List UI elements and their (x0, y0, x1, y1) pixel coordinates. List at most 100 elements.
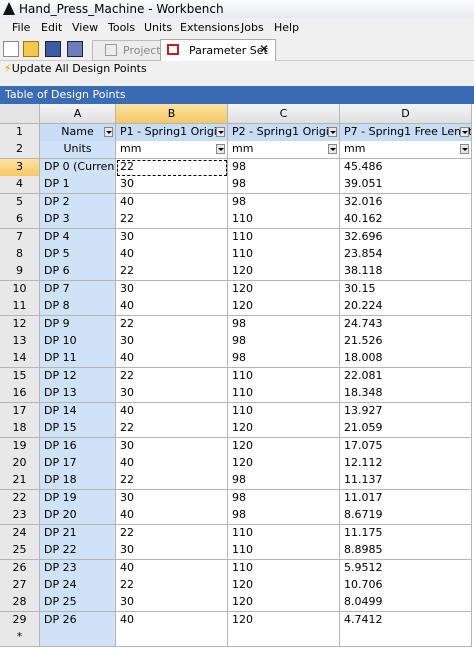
table-cell: DP 3 (40, 211, 116, 230)
table-cell: 120 (228, 576, 340, 595)
table-cell: 40 (116, 559, 228, 578)
table-cell: DP 17 (40, 454, 116, 473)
title-bar: Hand_Press_Machine - Workbench (0, 0, 474, 18)
row-number: 7 (0, 228, 40, 247)
table-cell: DP 13 (40, 385, 116, 404)
table-cell: 32.696 (340, 228, 472, 247)
row-number: 15 (0, 367, 40, 386)
table-cell: 40.162 (340, 211, 472, 230)
table-cell: 22 (116, 524, 228, 543)
table-cell: 120 (228, 437, 340, 456)
table-cell: 110 (228, 559, 340, 578)
table-cell: 40 (116, 350, 228, 369)
table-cell: 22 (116, 576, 228, 595)
parameter-icon (167, 44, 179, 55)
table-title: Table of Design Points (5, 88, 126, 101)
menu-item[interactable]: Tools (108, 21, 136, 34)
table-cell: 20.224 (340, 298, 472, 317)
menu-item[interactable]: File (12, 21, 31, 34)
table-cell: 110 (228, 245, 340, 264)
table-cell: 40 (116, 193, 228, 212)
table-cell: 11.017 (340, 489, 472, 508)
table-cell: 40 (116, 454, 228, 473)
table-cell: 120 (228, 263, 340, 282)
parameter-set-tab[interactable]: Parameter Set ✕ (160, 39, 276, 61)
new-icon[interactable] (3, 41, 19, 57)
menu-item[interactable]: Help (274, 21, 300, 34)
menu-item[interactable]: View (72, 21, 99, 34)
table-cell: 120 (228, 594, 340, 613)
table-cell: DP 8 (40, 298, 116, 317)
row-number: 19 (0, 437, 40, 456)
table-cell: 32.016 (340, 193, 472, 212)
table-cell: 30 (116, 228, 228, 247)
dropdown-button[interactable] (216, 144, 225, 155)
table-cell: 120 (228, 420, 340, 439)
table-cell: 30 (116, 489, 228, 508)
table-cell: 110 (228, 367, 340, 386)
row-number: 29 (0, 611, 40, 630)
menu-item[interactable]: Edit (41, 21, 63, 34)
table-cell: 30 (116, 385, 228, 404)
row-number: 14 (0, 350, 40, 369)
menu-item[interactable]: Extensions (180, 21, 240, 34)
table-cell: DP 20 (40, 507, 116, 526)
table-cell: 110 (228, 228, 340, 247)
dropdown-button[interactable] (216, 127, 225, 137)
menu-item[interactable]: Units (144, 21, 173, 34)
menu-item[interactable]: Jobs (241, 21, 264, 34)
row-number: 17 (0, 402, 40, 421)
table-cell: 110 (228, 402, 340, 421)
dropdown-button[interactable] (104, 127, 113, 137)
table-cell: 120 (228, 611, 340, 630)
table-cell: 8.8985 (340, 542, 472, 561)
save-icon[interactable] (45, 41, 61, 57)
table-cell: mm (228, 141, 340, 160)
table-cell: 11.175 (340, 524, 472, 543)
table-cell: mm (116, 141, 228, 160)
row-number: 5 (0, 193, 40, 212)
table-cell: mm (340, 141, 472, 160)
tab-label: Project (123, 44, 161, 57)
table-cell: DP 15 (40, 420, 116, 439)
table-cell: 8.6719 (340, 507, 472, 526)
header-cell: Name (40, 124, 116, 143)
table-cell (228, 629, 340, 647)
table-cell: DP 23 (40, 559, 116, 578)
table-cell: DP 19 (40, 489, 116, 508)
dropdown-button[interactable] (328, 127, 337, 137)
table-cell: 110 (228, 385, 340, 404)
table-cell: 13.927 (340, 402, 472, 421)
table-cell: 18.008 (340, 350, 472, 369)
table-cell: DP 6 (40, 263, 116, 282)
dropdown-button[interactable] (460, 127, 469, 137)
table-cell: DP 21 (40, 524, 116, 543)
app-icon (3, 2, 15, 15)
row-number: 4 (0, 176, 40, 195)
row-number: 11 (0, 298, 40, 317)
table-cell: 18.348 (340, 385, 472, 404)
table-cell: 24.743 (340, 315, 472, 334)
open-icon[interactable] (23, 41, 39, 57)
table-cell: 98 (228, 333, 340, 352)
row-number: 16 (0, 385, 40, 404)
menu-bar: File Edit View Tools Units Extensions Jobs Help (0, 19, 474, 37)
table-cell: 110 (228, 524, 340, 543)
table-cell: 40 (116, 402, 228, 421)
close-tab[interactable]: ✕ (259, 42, 270, 56)
table-cell: DP 5 (40, 245, 116, 264)
table-cell: 45.486 (340, 158, 472, 177)
save-as-icon[interactable] (67, 41, 83, 57)
row-number: 10 (0, 280, 40, 299)
dropdown-button[interactable] (460, 144, 469, 155)
table-cell: DP 14 (40, 402, 116, 421)
table-cell: 22 (116, 263, 228, 282)
project-tab[interactable]: Project (92, 40, 161, 61)
table-cell: 39.051 (340, 176, 472, 195)
table-cell (40, 629, 116, 647)
dropdown-button[interactable] (328, 144, 337, 155)
row-number: 8 (0, 245, 40, 264)
tab-bar: Project Parameter Set ✕ (0, 38, 474, 61)
update-all-button[interactable]: ⚡Update All Design Points (4, 62, 147, 78)
